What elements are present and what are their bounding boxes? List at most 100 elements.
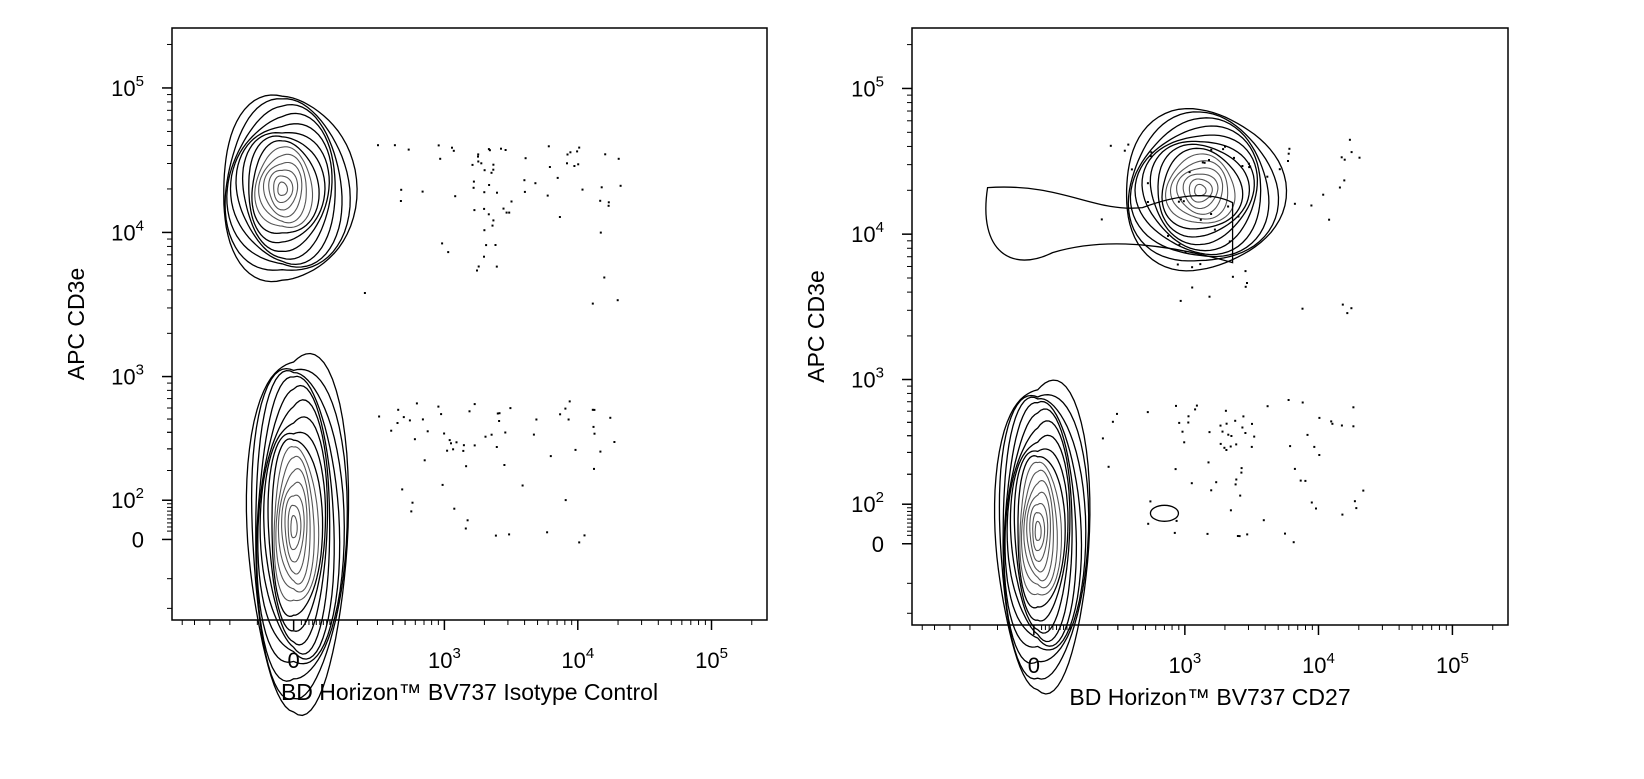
event-dot — [524, 157, 527, 160]
event-dot — [1355, 507, 1358, 510]
event-dot — [1224, 145, 1226, 148]
event-dot — [452, 149, 455, 152]
event-dot — [1173, 531, 1176, 534]
event-dot — [599, 199, 602, 202]
event-dot — [1287, 399, 1290, 401]
island-contour — [1149, 504, 1180, 522]
event-dot — [471, 163, 474, 166]
event-dot — [1184, 251, 1187, 253]
event-dot — [454, 195, 457, 198]
event-dot — [1301, 401, 1304, 404]
event-dot — [1191, 286, 1194, 289]
event-dot — [1223, 446, 1226, 449]
event-dot — [583, 534, 586, 537]
event-dot — [1244, 270, 1247, 273]
event-dot — [496, 412, 499, 415]
event-dot — [407, 148, 410, 151]
lower-population-contour — [1020, 469, 1058, 589]
y-tick-label: 102 — [851, 489, 884, 517]
y-tick-label: 103 — [111, 362, 144, 390]
event-dot — [488, 149, 491, 152]
event-dot — [464, 527, 467, 530]
event-dot — [564, 499, 567, 502]
event-dot — [1225, 449, 1228, 451]
x-tick-label: 104 — [1302, 650, 1335, 678]
event-dot — [1175, 404, 1177, 407]
lower-population-contour — [287, 504, 302, 551]
event-dot — [1190, 482, 1193, 485]
event-dot — [576, 150, 579, 153]
y-tick-label: 105 — [851, 73, 884, 101]
event-dot — [491, 224, 494, 227]
event-dot — [504, 149, 507, 151]
event-dot — [607, 201, 610, 204]
y-tick-label: 104 — [851, 219, 884, 247]
event-dot — [485, 244, 488, 247]
x-axis-label: BD Horizon™ BV737 CD27 — [1069, 684, 1350, 710]
event-dot — [1230, 435, 1233, 437]
event-dot — [451, 146, 453, 149]
x-tick-label: 103 — [1168, 650, 1201, 678]
lower-population-contour — [255, 375, 341, 665]
event-dot — [599, 450, 602, 453]
event-dot — [523, 190, 526, 193]
event-dot — [492, 219, 495, 222]
upper-population-contour — [241, 132, 330, 253]
event-dot — [558, 216, 561, 218]
event-dot — [1328, 218, 1331, 221]
event-dot — [616, 299, 619, 302]
event-dot — [490, 171, 493, 174]
event-dot — [1343, 158, 1346, 161]
event-dot — [521, 484, 524, 487]
event-dot — [498, 412, 501, 415]
event-dot — [1195, 404, 1198, 407]
event-dot — [1350, 307, 1353, 310]
event-dot — [1322, 193, 1325, 196]
event-dot — [441, 242, 444, 245]
event-dot — [566, 153, 569, 156]
event-dot — [396, 422, 399, 424]
y-tick-label: 0 — [872, 532, 884, 557]
event-dot — [1210, 489, 1213, 492]
x-tick-label: 105 — [695, 645, 728, 673]
lower-population-contour — [1004, 408, 1078, 647]
event-dot — [1203, 161, 1206, 164]
event-dot — [1238, 535, 1241, 538]
plot-frame — [171, 27, 768, 621]
lower-population-contour — [245, 352, 350, 717]
event-dot — [423, 459, 426, 462]
event-dot — [455, 441, 458, 444]
plot-frame — [911, 27, 1509, 626]
event-dot — [548, 166, 551, 168]
event-dot — [549, 455, 552, 458]
event-dot — [462, 444, 465, 447]
event-dot — [1343, 179, 1346, 182]
event-dot — [603, 276, 606, 279]
event-dot — [448, 439, 451, 442]
event-dot — [1244, 432, 1247, 434]
event-dot — [410, 510, 413, 513]
upper-population-contour — [1161, 147, 1244, 230]
event-dot — [466, 519, 469, 522]
y-tick-label: 105 — [111, 73, 144, 101]
event-dot — [399, 200, 402, 202]
event-dot — [1239, 494, 1242, 497]
event-dot — [439, 157, 442, 160]
event-dot — [1362, 489, 1365, 492]
event-dot — [593, 432, 596, 435]
event-dot — [509, 407, 512, 410]
event-dot — [1167, 234, 1169, 237]
event-dot — [1219, 424, 1222, 427]
event-dot — [1123, 149, 1126, 152]
event-dot — [600, 186, 603, 189]
event-dot — [1287, 160, 1289, 162]
event-dot — [1206, 532, 1209, 535]
lower-population-contour — [257, 384, 335, 660]
lower-population-contour — [255, 369, 345, 682]
event-dot — [1227, 433, 1230, 436]
event-dot — [483, 255, 485, 258]
event-dot — [415, 402, 418, 405]
event-dot — [1235, 478, 1238, 481]
event-dot — [564, 407, 567, 410]
event-dot — [1229, 509, 1232, 512]
